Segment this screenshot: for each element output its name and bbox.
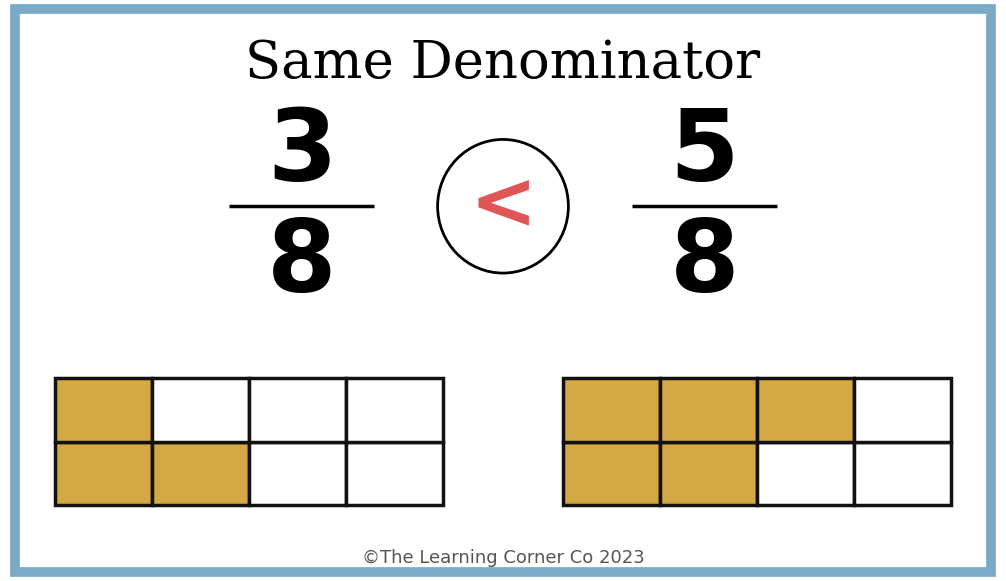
Text: 3: 3 [267, 106, 337, 202]
Text: <: < [470, 167, 536, 245]
Text: 5: 5 [669, 106, 739, 202]
Bar [758, 378, 854, 442]
Bar [660, 442, 757, 505]
Bar [563, 378, 660, 442]
Bar [55, 378, 152, 442]
Bar [346, 442, 443, 505]
Bar [854, 378, 951, 442]
Bar [152, 442, 249, 505]
Text: ©The Learning Corner Co 2023: ©The Learning Corner Co 2023 [361, 549, 645, 566]
Bar [152, 378, 249, 442]
Bar [660, 378, 757, 442]
Bar [346, 378, 443, 442]
Bar [55, 442, 152, 505]
Text: Same Denominator: Same Denominator [245, 38, 761, 89]
Text: 8: 8 [669, 216, 739, 313]
Text: 8: 8 [267, 216, 337, 313]
Bar [854, 442, 951, 505]
Bar [563, 442, 660, 505]
Bar [248, 442, 346, 505]
Bar [248, 378, 346, 442]
Bar [758, 442, 854, 505]
